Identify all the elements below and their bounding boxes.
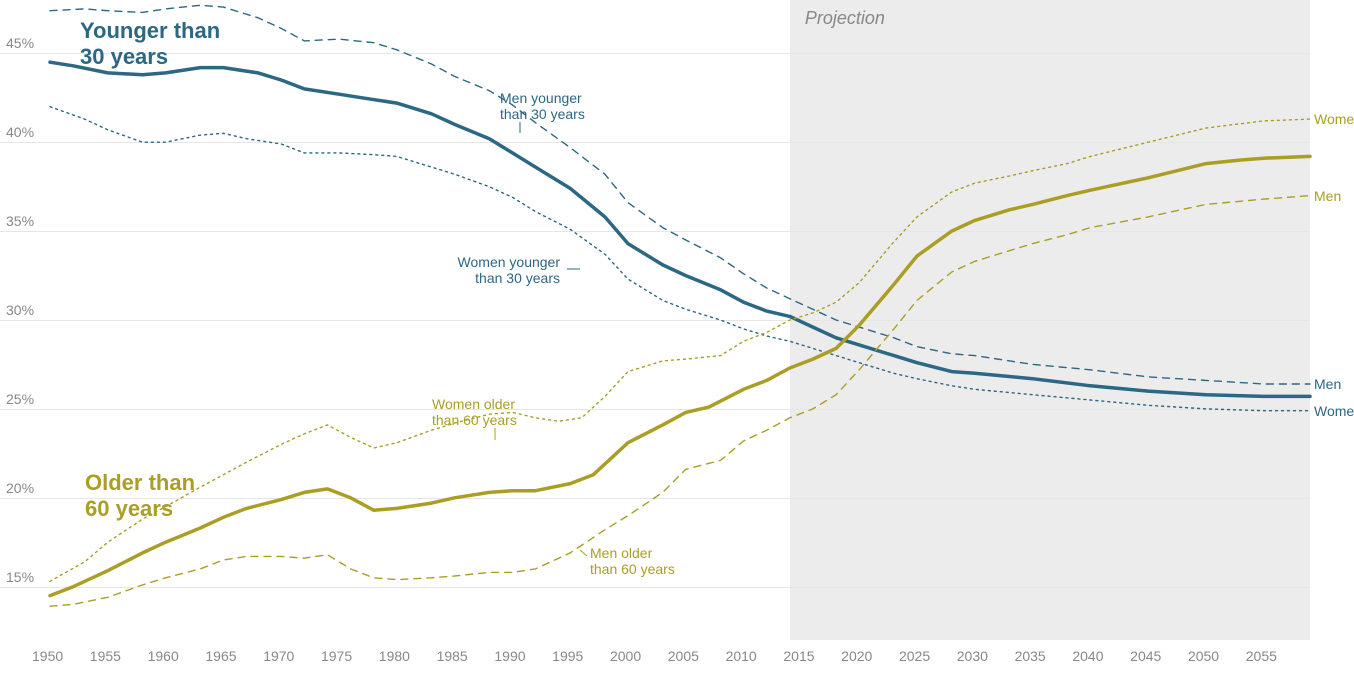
end-women-younger: Women — [1314, 403, 1354, 419]
end-men-younger: Men — [1314, 376, 1341, 392]
series-younger-men — [50, 5, 1310, 384]
series-younger-women — [50, 107, 1310, 411]
chart-svg — [0, 0, 1354, 676]
end-women-older: Women — [1314, 111, 1354, 127]
end-men-older: Men — [1314, 188, 1341, 204]
men-younger-label: Men younger than 30 years — [500, 90, 585, 122]
projection-label: Projection — [805, 8, 885, 29]
title-younger: Younger than 30 years — [80, 18, 220, 70]
series-older-men — [50, 196, 1310, 607]
men-older-label: Men older than 60 years — [590, 545, 675, 577]
women-younger-label: Women younger than 30 years — [420, 254, 560, 286]
demographic-line-chart: 15%20%25%30%35%40%45% Younger than 30 ye… — [0, 0, 1354, 676]
series-younger-total — [50, 62, 1310, 396]
men-older-label-tick — [580, 550, 587, 556]
title-older: Older than 60 years — [85, 470, 195, 522]
women-older-label: Women older than 60 years — [432, 396, 517, 428]
